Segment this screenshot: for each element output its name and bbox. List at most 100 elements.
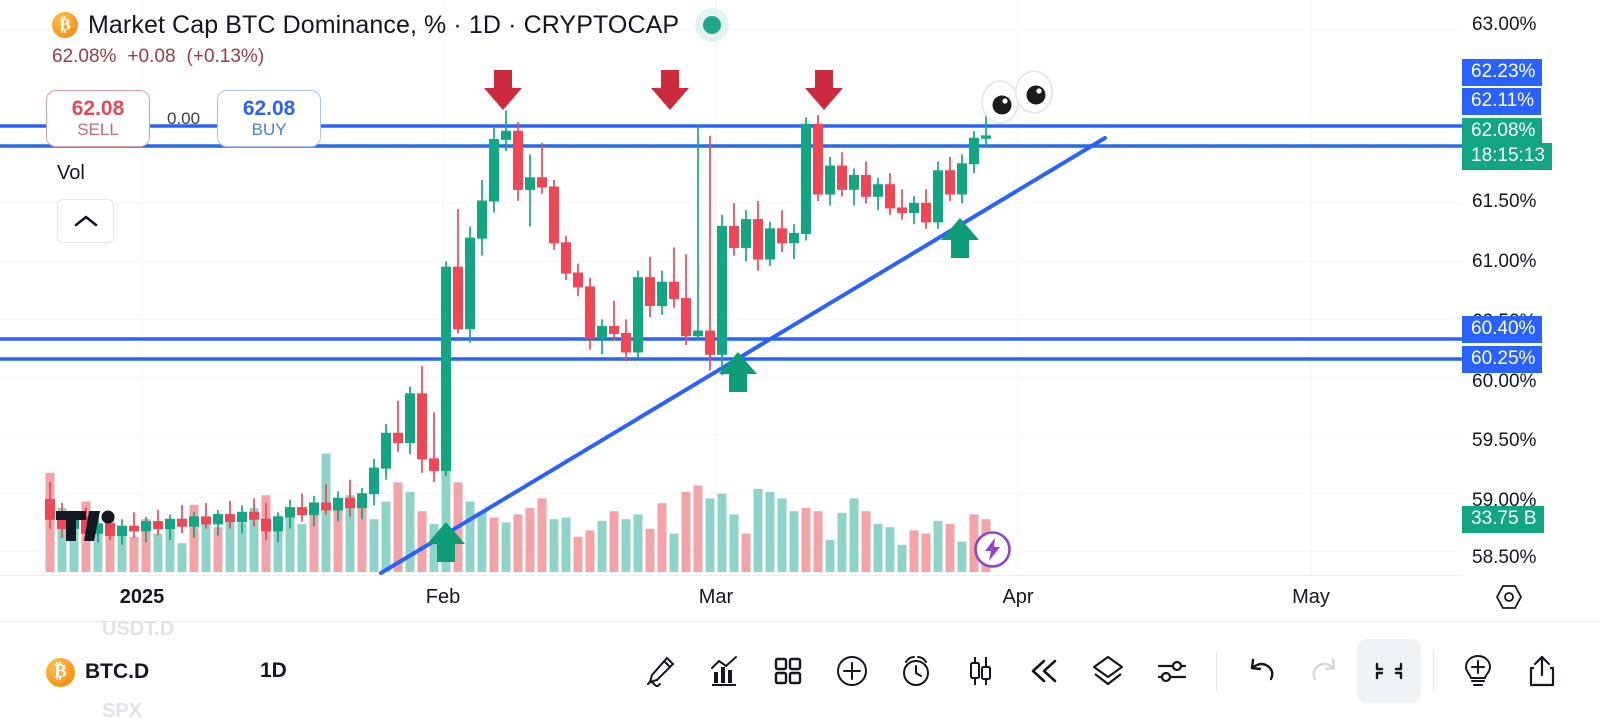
symbol-item-next[interactable]: SPX xyxy=(102,700,142,720)
sell-button[interactable]: 62.08 SELL xyxy=(46,90,150,147)
bitcoin-icon-small: ₿ xyxy=(46,657,75,687)
alert-clock-icon[interactable] xyxy=(884,639,948,703)
price-axis-badge[interactable]: 60.40% xyxy=(1462,316,1543,343)
candle-body xyxy=(153,521,163,530)
symbol-item-current[interactable]: ₿ BTC.D xyxy=(46,657,150,687)
arrow-markers xyxy=(427,70,979,562)
timeframe-button[interactable]: 1D xyxy=(260,659,287,683)
candle-body xyxy=(633,277,643,353)
volume-bar xyxy=(357,508,367,572)
undo-glyph xyxy=(1250,658,1274,681)
price-axis-badge[interactable]: 62.23% xyxy=(1462,59,1543,86)
candle-body xyxy=(741,219,751,248)
share-icon[interactable] xyxy=(1510,639,1574,703)
undo-icon[interactable] xyxy=(1229,639,1293,703)
candle-body xyxy=(417,393,427,460)
symbol-current-label: BTC.D xyxy=(85,660,150,683)
volume-bar xyxy=(477,511,487,572)
candle-body xyxy=(873,184,883,197)
volume-bar xyxy=(849,498,859,572)
volume-bar xyxy=(597,520,607,572)
candle-body xyxy=(705,330,715,355)
candle-body xyxy=(537,177,547,188)
indicators-icon[interactable] xyxy=(692,639,756,703)
candle-body xyxy=(105,523,115,537)
chevron-up-icon[interactable] xyxy=(57,199,114,243)
chart-canvas[interactable] xyxy=(0,0,1462,575)
volume-bar xyxy=(957,541,967,572)
volume-bar xyxy=(249,508,259,572)
symbol-carousel[interactable]: USDT.D ₿ BTC.D SPX xyxy=(46,618,256,720)
price-axis-badge[interactable]: 62.08% xyxy=(1462,118,1543,145)
volume-bar xyxy=(513,514,523,572)
candle-body xyxy=(645,277,655,307)
volume-bar xyxy=(309,514,319,572)
candle-body xyxy=(117,525,127,537)
volume-bar xyxy=(645,528,655,572)
draw-pencil-glyph xyxy=(647,656,675,687)
time-tick: Apr xyxy=(1002,586,1034,608)
price-axis-badge[interactable]: 60.25% xyxy=(1462,346,1543,373)
trendline-segment xyxy=(379,136,1107,575)
symbol-item-prev[interactable]: USDT.D xyxy=(102,618,174,641)
settings-sliders-icon[interactable] xyxy=(1140,639,1204,703)
volume-bar xyxy=(585,530,595,572)
volume-bar xyxy=(813,511,823,572)
price-tick: 59.50% xyxy=(1472,430,1537,451)
draw-pencil-icon[interactable] xyxy=(628,639,692,703)
price-axis-badge[interactable]: 33.75 B xyxy=(1462,506,1544,533)
volume-bar xyxy=(741,533,751,572)
candle-body xyxy=(585,286,595,339)
volume-bar xyxy=(969,514,979,572)
candle-body xyxy=(765,228,775,260)
toolbar-divider-2 xyxy=(1433,651,1434,691)
candle-body xyxy=(549,186,559,244)
candle-body xyxy=(621,332,631,353)
redo-icon[interactable] xyxy=(1293,639,1357,703)
axis-settings-icon[interactable] xyxy=(1494,582,1524,617)
candle-body xyxy=(861,174,871,197)
sell-price: 62.08 xyxy=(71,96,125,120)
buy-price: 62.08 xyxy=(242,96,296,120)
fullscreen-collapse-glyph xyxy=(1375,662,1403,680)
fullscreen-collapse-icon[interactable] xyxy=(1357,639,1421,703)
tradingview-logo-glyph xyxy=(56,510,115,541)
candle-type-icon[interactable] xyxy=(948,639,1012,703)
volume-bar xyxy=(165,524,175,572)
layers-icon[interactable] xyxy=(1076,639,1140,703)
layouts-grid-icon[interactable] xyxy=(756,639,820,703)
volume-bar xyxy=(297,524,307,572)
replay-rewind-icon[interactable] xyxy=(1012,639,1076,703)
buy-button[interactable]: 62.08 BUY xyxy=(217,90,322,147)
add-compare-glyph xyxy=(837,656,867,686)
price-scale[interactable]: 63.00%61.50%61.00%60.50%60.00%59.50%59.0… xyxy=(1462,0,1600,575)
candle-body xyxy=(729,226,739,248)
volume-bar xyxy=(501,522,511,572)
lightning-badge-glyph xyxy=(974,531,1011,568)
candle-body xyxy=(297,507,307,516)
time-tick: 2025 xyxy=(119,586,165,608)
volume-bar xyxy=(213,527,223,572)
lightning-badge-icon[interactable] xyxy=(973,530,1012,569)
spread-value: 0.00 xyxy=(167,108,201,128)
candle-body xyxy=(369,467,379,495)
price-axis-badge[interactable]: 18:15:13 xyxy=(1462,143,1552,170)
trade-panel: 62.08 SELL 0.00 62.08 BUY xyxy=(46,90,322,147)
idea-add-icon[interactable] xyxy=(1446,639,1510,703)
price-axis-badge[interactable]: 62.11% xyxy=(1462,88,1542,115)
volume-bar xyxy=(729,514,739,572)
timeframe-label: 1D xyxy=(260,659,287,682)
candle-body xyxy=(321,502,331,511)
time-scale[interactable]: 2025 Feb Mar Apr May xyxy=(0,575,1462,621)
price-tick: 59.00% xyxy=(1472,490,1537,511)
candle-body xyxy=(597,325,607,339)
down-arrow-marker xyxy=(484,70,522,110)
up-arrow-marker xyxy=(719,352,757,392)
volume-bar xyxy=(561,517,571,572)
trendline xyxy=(379,136,1107,575)
up-arrow-marker xyxy=(427,522,465,562)
time-tick: Feb xyxy=(425,586,461,608)
candle-body xyxy=(333,497,343,511)
add-compare-icon[interactable] xyxy=(820,639,884,703)
candle-body xyxy=(429,458,439,471)
